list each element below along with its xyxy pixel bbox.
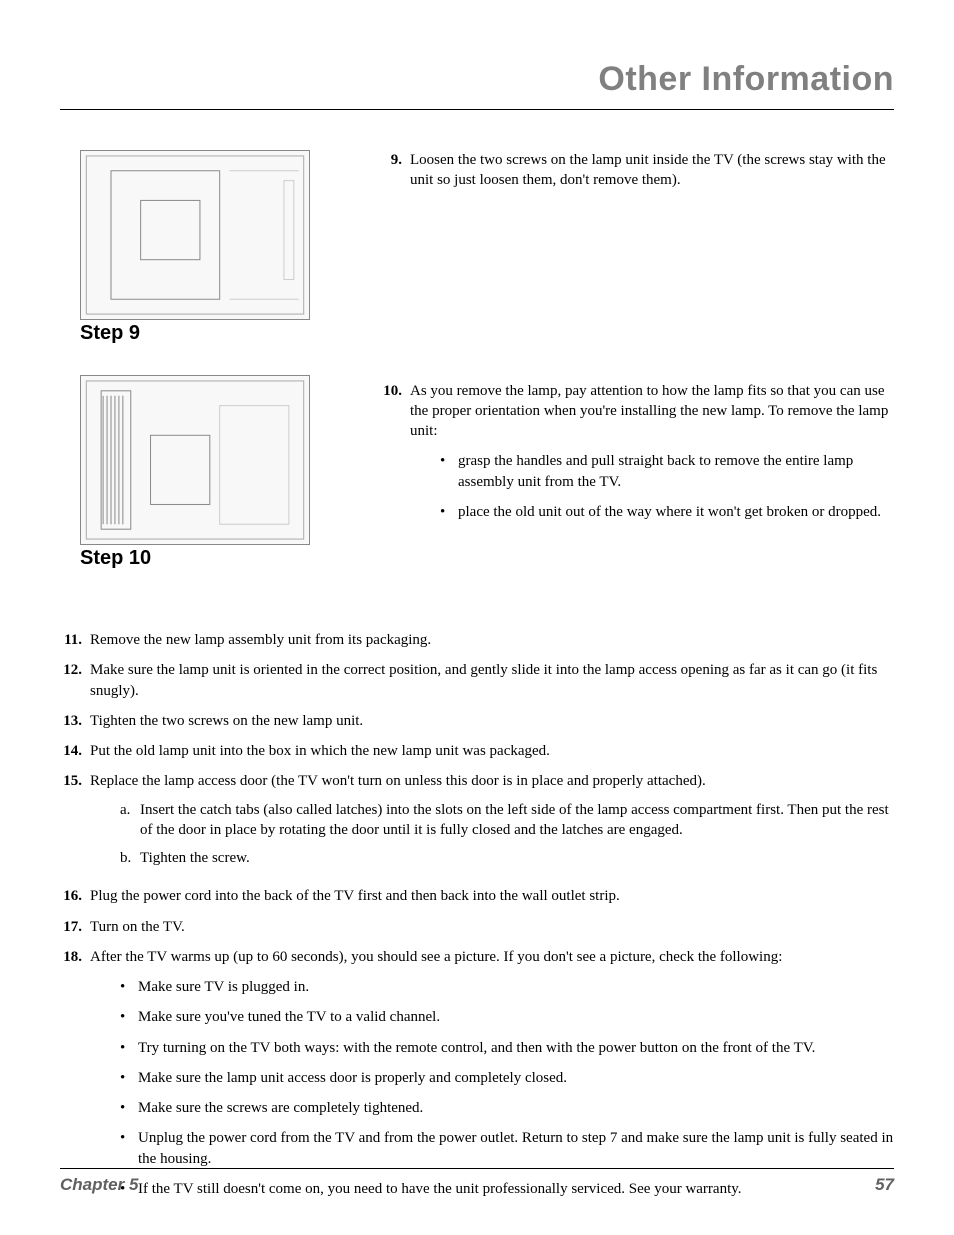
step-body: Replace the lamp access door (the TV won… <box>90 771 894 876</box>
step-number: 13. <box>60 711 90 731</box>
figure-label-step10: Step 10 <box>80 547 350 570</box>
step-number: 15. <box>60 771 90 876</box>
step-text: Tighten the two screws on the new lamp u… <box>90 711 894 731</box>
step-text: Loosen the two screws on the lamp unit i… <box>410 150 894 191</box>
bullet-item: •Make sure the lamp unit access door is … <box>90 1068 894 1088</box>
bullet-text: Unplug the power cord from the TV and fr… <box>138 1128 894 1169</box>
bullet-text: Try turning on the TV both ways: with th… <box>138 1038 894 1058</box>
lower-steps: 11. Remove the new lamp assembly unit fr… <box>60 630 894 1209</box>
bullet-dot-icon: • <box>120 1007 138 1027</box>
step-12: 12. Make sure the lamp unit is oriented … <box>60 660 894 701</box>
step-number: 16. <box>60 886 90 906</box>
bullet-text: place the old unit out of the way where … <box>458 502 894 522</box>
illustration-step10 <box>80 375 310 545</box>
figure-label-step9: Step 9 <box>80 322 350 345</box>
step-text: Put the old lamp unit into the box in wh… <box>90 741 894 761</box>
step-9: 9. Loosen the two screws on the lamp uni… <box>380 150 894 191</box>
substep-text: Insert the catch tabs (also called latch… <box>140 800 894 841</box>
bullet-item: •Make sure the screws are completely tig… <box>90 1098 894 1118</box>
step-text: Remove the new lamp assembly unit from i… <box>90 630 894 650</box>
bullet-text: Make sure TV is plugged in. <box>138 977 894 997</box>
page-footer: Chapter 5 57 <box>60 1168 894 1195</box>
bullet-dot-icon: • <box>120 1068 138 1088</box>
bullet-text: grasp the handles and pull straight back… <box>458 451 894 492</box>
figure-step9: Step 9 <box>60 150 350 345</box>
substep-letter: a. <box>120 800 140 841</box>
substep-b: b. Tighten the screw. <box>90 848 894 868</box>
bullet-item: • grasp the handles and pull straight ba… <box>410 451 894 492</box>
step18-bullets: •Make sure TV is plugged in. •Make sure … <box>90 977 894 1199</box>
bullet-text: Make sure the screws are completely tigh… <box>138 1098 894 1118</box>
step10-bullets: • grasp the handles and pull straight ba… <box>410 451 894 522</box>
step-10: 10. As you remove the lamp, pay attentio… <box>380 381 894 533</box>
figure-column: Step 9 Step 10 <box>60 150 350 600</box>
bullet-item: •Try turning on the TV both ways: with t… <box>90 1038 894 1058</box>
bullet-item: •Make sure you've tuned the TV to a vali… <box>90 1007 894 1027</box>
step-17: 17. Turn on the TV. <box>60 917 894 937</box>
bullet-item: • place the old unit out of the way wher… <box>410 502 894 522</box>
bullet-item: •Make sure TV is plugged in. <box>90 977 894 997</box>
bullet-dot-icon: • <box>120 977 138 997</box>
top-text-column: 9. Loosen the two screws on the lamp uni… <box>380 150 894 600</box>
step-number: 12. <box>60 660 90 701</box>
page-header: Other Information <box>60 60 894 110</box>
substep-text: Tighten the screw. <box>140 848 894 868</box>
header-title: Other Information <box>60 60 894 99</box>
step-16: 16. Plug the power cord into the back of… <box>60 886 894 906</box>
bullet-dot-icon: • <box>120 1098 138 1118</box>
step-13: 13. Tighten the two screws on the new la… <box>60 711 894 731</box>
step-number: 10. <box>380 381 410 533</box>
step-14: 14. Put the old lamp unit into the box i… <box>60 741 894 761</box>
bullet-text: Make sure the lamp unit access door is p… <box>138 1068 894 1088</box>
footer-chapter: Chapter 5 <box>60 1175 138 1195</box>
step-11: 11. Remove the new lamp assembly unit fr… <box>60 630 894 650</box>
step-text: Make sure the lamp unit is oriented in t… <box>90 660 894 701</box>
footer-page-number: 57 <box>875 1175 894 1195</box>
step-text: Replace the lamp access door (the TV won… <box>90 773 706 789</box>
step-body: As you remove the lamp, pay attention to… <box>410 381 894 533</box>
step-number: 17. <box>60 917 90 937</box>
step-text: Plug the power cord into the back of the… <box>90 886 894 906</box>
bullet-dot-icon: • <box>440 451 458 492</box>
top-section: Step 9 Step 10 9. <box>60 150 894 600</box>
step-number: 11. <box>60 630 90 650</box>
step-15: 15. Replace the lamp access door (the TV… <box>60 771 894 876</box>
figure-step10: Step 10 <box>60 375 350 570</box>
bullet-dot-icon: • <box>120 1128 138 1169</box>
bullet-dot-icon: • <box>120 1038 138 1058</box>
step-number: 14. <box>60 741 90 761</box>
bullet-dot-icon: • <box>440 502 458 522</box>
substep-letter: b. <box>120 848 140 868</box>
substep-a: a. Insert the catch tabs (also called la… <box>90 800 894 841</box>
step-number: 9. <box>380 150 410 191</box>
bullet-text: Make sure you've tuned the TV to a valid… <box>138 1007 894 1027</box>
illustration-step9 <box>80 150 310 320</box>
bullet-item: •Unplug the power cord from the TV and f… <box>90 1128 894 1169</box>
step-text: Turn on the TV. <box>90 917 894 937</box>
step-text: As you remove the lamp, pay attention to… <box>410 383 888 440</box>
step-text: After the TV warms up (up to 60 seconds)… <box>90 949 782 965</box>
